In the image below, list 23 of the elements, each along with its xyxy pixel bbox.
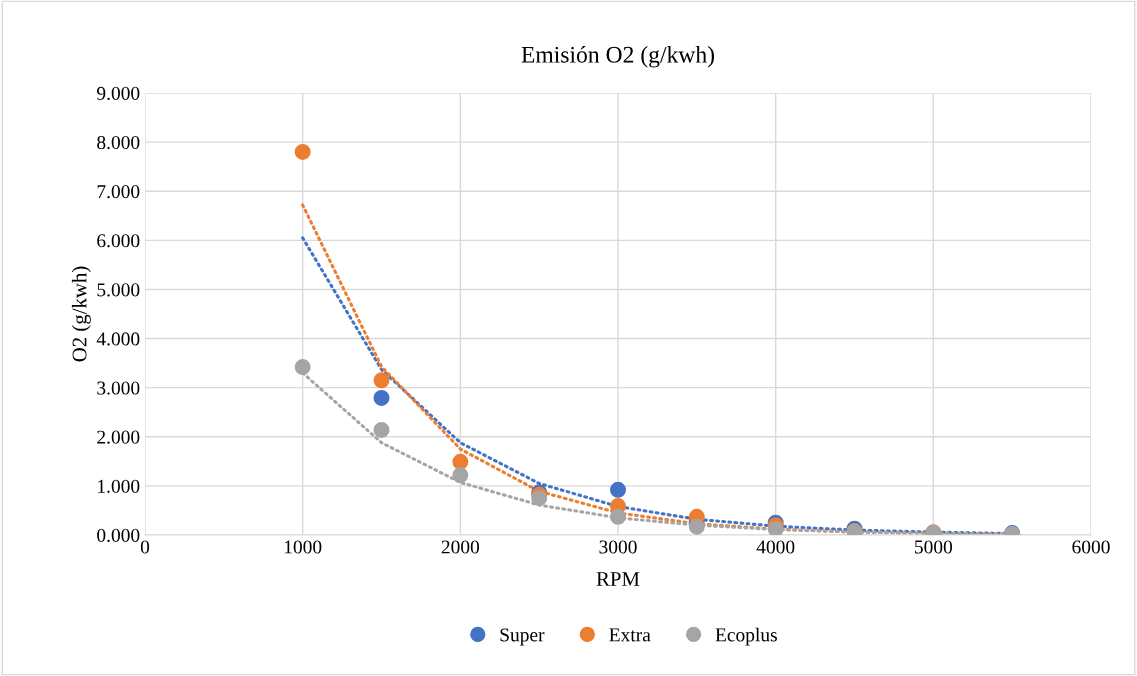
x-tick-label: 0 xyxy=(140,540,150,554)
x-tick-label: 4000 xyxy=(756,540,795,554)
x-tick-label: 2000 xyxy=(441,540,480,554)
x-tick-label: 5000 xyxy=(915,540,953,554)
y-tick-label: 2.000 xyxy=(97,430,140,444)
y-tick-label: 6.000 xyxy=(97,234,140,248)
y-axis-title: O2 (g/kwh) xyxy=(71,266,91,362)
y-tick-label: 4.000 xyxy=(96,332,140,346)
y-tick-label: 0.000 xyxy=(97,528,140,543)
legend-label: Extra xyxy=(609,628,651,642)
y-tick-label: 5.000 xyxy=(97,283,140,297)
y-tick-label: 9.000 xyxy=(97,86,140,101)
x-tick-label: 6000 xyxy=(1072,540,1110,554)
legend-label: Super xyxy=(500,628,545,646)
chart-title: Emisión O2 (g/kwh) xyxy=(521,46,715,68)
y-tick-label: 8.000 xyxy=(97,135,140,150)
x-axis-title: RPM xyxy=(596,572,640,586)
y-tick-label: 7.000 xyxy=(97,185,140,199)
x-tick-label: 3000 xyxy=(599,540,637,554)
y-tick-label: 3.000 xyxy=(97,381,140,395)
y-tick-label: 1.000 xyxy=(98,479,140,493)
x-tick-label: 1000 xyxy=(284,540,322,554)
legend-label: Ecoplus xyxy=(715,627,777,646)
